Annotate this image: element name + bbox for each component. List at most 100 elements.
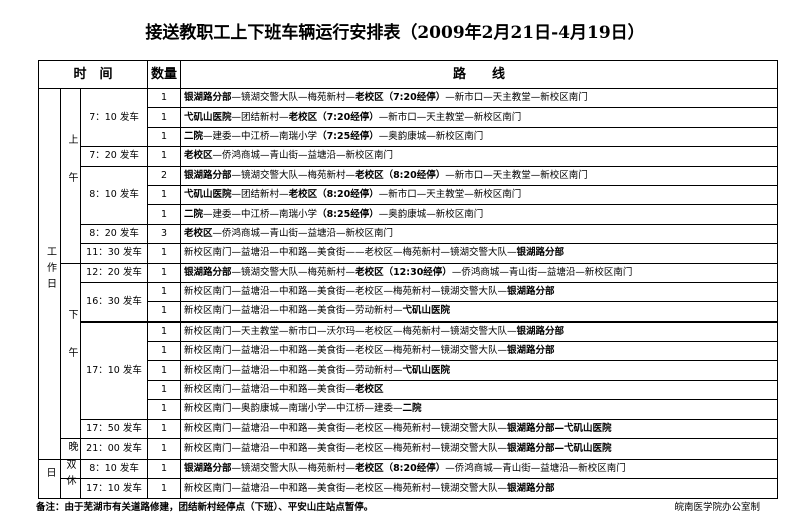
route-cell: 银湖路分部—镜湖交警大队—梅苑新村—老校区（8:20经停）—新市口—天主教堂—新… xyxy=(180,165,778,186)
header-time: 时 间 xyxy=(37,60,149,89)
departure-time: 16：30 发车 xyxy=(79,281,149,323)
table-row: 1 新校区南门—益塘沿—中和路—美食街—劳动新村—弋矶山医院 xyxy=(39,301,778,323)
route-stop-highlight: 银湖路分部—弋矶山医院 xyxy=(507,422,612,434)
vehicle-count: 1 xyxy=(147,438,182,461)
departure-time: 8：10 发车 xyxy=(79,459,149,480)
route-segment: 新校区南门—益塘沿—中和路—美食街—老校区—梅苑新村—镜湖交警大队— xyxy=(184,286,508,298)
route-stop-highlight: 银湖路分部 xyxy=(507,482,555,494)
table-row: 7：20 发车 1 老校区—侨鸿商城—青山街—益塘沿—新校区南门 xyxy=(39,146,778,167)
route-cell: 新校区南门—奥韵康城—南瑞小学—中江桥—建委—二院 xyxy=(180,399,778,420)
route-cell: 新校区南门—益塘沿—中和路—美食街—劳动新村—弋矶山医院 xyxy=(180,360,778,381)
vehicle-count: 1 xyxy=(147,262,182,283)
route-cell: 银湖路分部—镜湖交警大队—梅苑新村—老校区（8:20经停）—侨鸿商城—青山街—益… xyxy=(180,459,778,480)
header-route: 路 线 xyxy=(180,60,778,89)
table-row: 1 新校区南门—益塘沿—中和路—美食街—老校区 xyxy=(39,379,778,401)
departure-time: 21：00 发车 xyxy=(79,438,149,461)
route-stop-highlight: （7:25经停） xyxy=(317,130,379,142)
route-stop-highlight: 老校区（8:20经停） xyxy=(355,169,446,181)
route-segment: 新校区南门—天主教堂—新市口—沃尔玛—老校区—梅苑新村—镜湖交警大队— xyxy=(184,325,517,337)
route-segment: —镜湖交警大队—梅苑新村— xyxy=(231,92,356,104)
departure-time: 17：50 发车 xyxy=(79,418,149,440)
table-header-row: 时 间 数量 路 线 xyxy=(37,60,778,89)
route-stop-highlight: 老校区（12:30经停） xyxy=(355,266,452,278)
route-segment: —建委—中江桥—南瑞小学 xyxy=(203,130,318,142)
table-row: 双休日 8：10 发车 1 银湖路分部—镜湖交警大队—梅苑新村—老校区（8:20经停）… xyxy=(38,459,778,499)
route-segment: —侨鸿商城—青山街—益塘沿—新校区南门 xyxy=(212,227,394,239)
vehicle-count: 1 xyxy=(147,320,182,343)
route-segment: —新市口—天主教堂—新校区南门 xyxy=(445,92,588,104)
table-row: 1 弋矶山医院—团结新村—老校区（7:20经停）—新市口—天主教堂—新校区南门 xyxy=(39,107,778,128)
route-cell: 新校区南门—益塘沿—中和路—美食街—劳动新村—弋矶山医院 xyxy=(180,301,778,323)
table-row: 晚 21：00 发车 1 新校区南门—益塘沿—中和路—美食街—老校区—梅苑新村—镜湖交… xyxy=(39,438,778,461)
route-stop-highlight: 银湖路分部 xyxy=(184,92,232,104)
schedule-table: 时 间 数量 路 线 工作日 上午 7：10 发车 1 银湖路分部—镜湖交警大队—梅苑新… xyxy=(37,60,778,499)
route-segment: 新校区南门—益塘沿—中和路—美食街—老校区—梅苑新村—镜湖交警大队— xyxy=(184,345,508,357)
vehicle-count: 1 xyxy=(147,399,182,420)
route-cell: 新校区南门—益塘沿—中和路—美食街—老校区—梅苑新村—镜湖交警大队—银湖路分部—… xyxy=(180,438,778,461)
table-row: 1 新校区南门—益塘沿—中和路—美食街—劳动新村—弋矶山医院 xyxy=(39,360,778,381)
route-stop-highlight: 二院 xyxy=(184,130,204,142)
departure-time: 12：20 发车 xyxy=(79,262,149,283)
route-stop-highlight: 弋矶山医院 xyxy=(184,189,232,201)
vehicle-count: 1 xyxy=(147,204,182,225)
vehicle-count: 1 xyxy=(147,360,182,381)
route-cell: 银湖路分部—镜湖交警大队—梅苑新村—老校区（12:30经停）—侨鸿商城—青山街—… xyxy=(180,262,778,283)
table-row: 下午 12：20 发车 1 银湖路分部—镜湖交警大队—梅苑新村—老校区（12:30经停… xyxy=(39,262,778,440)
route-segment: —团结新村— xyxy=(231,111,289,123)
table-row: 工作日 上午 7：10 发车 1 银湖路分部—镜湖交警大队—梅苑新村—老校区（7:20经… xyxy=(38,87,778,461)
route-stop-highlight: 老校区 xyxy=(184,150,213,162)
issuer: 皖南医学院办公室制 xyxy=(674,502,760,513)
route-stop-highlight: 银湖路分部 xyxy=(507,286,555,298)
header-count: 数量 xyxy=(147,60,182,89)
day-type-cell: 双休日 xyxy=(38,459,75,499)
route-stop-highlight: 老校区（8:20经停） xyxy=(288,189,379,201)
route-segment: 新校区南门—益塘沿—中和路—美食街—老校区—梅苑新村—镜湖交警大队— xyxy=(184,482,508,494)
table-row: 17：10 发车 1 新校区南门—天主教堂—新市口—沃尔玛—老校区—梅苑新村—镜湖交… xyxy=(39,320,778,420)
departure-time: 11：30 发车 xyxy=(79,243,149,264)
departure-time: 8：10 发车 xyxy=(79,165,149,225)
route-stop-highlight: 银湖路分部 xyxy=(516,325,565,337)
route-stop-highlight: 银湖路分部 xyxy=(184,463,232,475)
route-segment: 新校区南门—益塘沿—中和路—美食街—老校区—梅苑新村—镜湖交警大队— xyxy=(184,443,508,455)
table-row: 8：20 发车 3 老校区—侨鸿商城—青山街—益塘沿—新校区南门 xyxy=(39,223,778,245)
route-segment: 新校区南门—益塘沿—中和路—美食街——老校区—梅苑新村—镜湖交警大队— xyxy=(184,247,517,259)
route-cell: 新校区南门—益塘沿—中和路—美食街—老校区—梅苑新村—镜湖交警大队—银湖路分部 xyxy=(180,281,778,303)
day-type-label: 双休日 xyxy=(44,458,75,491)
table-row: 16：30 发车 1 新校区南门—益塘沿—中和路—美食街—老校区—梅苑新村—镜湖交警… xyxy=(39,281,778,323)
route-cell: 弋矶山医院—团结新村—老校区（7:20经停）—新市口—天主教堂—新校区南门 xyxy=(180,107,778,128)
route-segment: 新校区南门—奥韵康城—南瑞小学—中江桥—建委— xyxy=(184,403,403,415)
vehicle-count: 3 xyxy=(147,223,182,245)
vehicle-count: 1 xyxy=(147,87,182,109)
route-segment: —奥韵康城—新校区南门 xyxy=(378,130,484,142)
period-label: 下午 xyxy=(66,308,77,385)
route-segment: —侨鸿商城—青山街—益塘沿—新校区南门 xyxy=(212,150,394,162)
departure-time: 17：10 发车 xyxy=(79,320,149,420)
table-row: 1 二院—建委—中江桥—南瑞小学（8:25经停）—奥韵康城—新校区南门 xyxy=(39,204,778,225)
route-segment: 新校区南门—益塘沿—中和路—美食街—劳动新村— xyxy=(184,305,403,317)
route-segment: —镜湖交警大队—梅苑新村— xyxy=(231,463,356,475)
route-stop-highlight: 老校区（7:20经停） xyxy=(355,92,446,104)
route-segment: —奥韵康城—新校区南门 xyxy=(378,208,484,220)
route-stop-highlight: 弋矶山医院 xyxy=(184,111,232,123)
table-row: 17：10 发车 1 新校区南门—益塘沿—中和路—美食街—老校区—梅苑新村—镜湖交警… xyxy=(39,478,778,499)
route-cell: 新校区南门—益塘沿—中和路—美食街—老校区—梅苑新村—镜湖交警大队—银湖路分部—… xyxy=(180,418,778,440)
day-type-cell: 工作日 xyxy=(38,87,61,461)
vehicle-count: 2 xyxy=(147,165,182,186)
route-segment: —团结新村— xyxy=(231,189,289,201)
route-cell: 新校区南门—益塘沿—中和路—美食街—老校区 xyxy=(180,379,778,401)
period-label: 晚 xyxy=(66,441,77,452)
route-segment: —新市口—天主教堂—新校区南门 xyxy=(378,189,522,201)
route-segment: 新校区南门—益塘沿—中和路—美食街—老校区—梅苑新村—镜湖交警大队— xyxy=(184,422,508,434)
route-segment: —建委—中江桥—南瑞小学 xyxy=(203,208,318,220)
table-row: 1 新校区南门—益塘沿—中和路—美食街—老校区—梅苑新村—镜湖交警大队—银湖路分部 xyxy=(39,341,778,362)
route-stop-highlight: 弋矶山医院 xyxy=(402,364,451,376)
route-stop-highlight: 银湖路分部 xyxy=(184,266,232,278)
route-segment: —侨鸿商城—青山街—益塘沿—新校区南门 xyxy=(451,266,633,278)
vehicle-count: 1 xyxy=(147,184,182,206)
route-stop-highlight: 银湖路分部—弋矶山医院 xyxy=(507,443,612,455)
vehicle-count: 1 xyxy=(147,459,182,480)
route-cell: 老校区—侨鸿商城—青山街—益塘沿—新校区南门 xyxy=(180,223,778,245)
route-segment: 新校区南门—益塘沿—中和路—美食街— xyxy=(184,384,356,396)
vehicle-count: 1 xyxy=(147,281,182,303)
table-row: 11：30 发车 1 新校区南门—益塘沿—中和路—美食街——老校区—梅苑新村—镜湖交… xyxy=(39,243,778,264)
